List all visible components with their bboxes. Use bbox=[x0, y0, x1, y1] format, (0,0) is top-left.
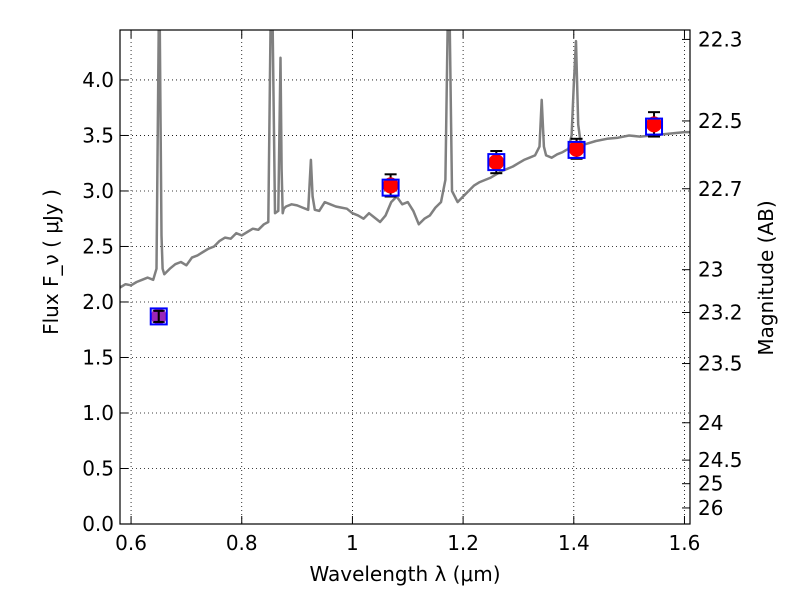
magnitude-tick-label: 25 bbox=[698, 472, 723, 496]
x-tick-label: 0.6 bbox=[115, 531, 147, 555]
magnitude-tick-label: 23.2 bbox=[698, 300, 743, 324]
axis-ticks: 0.6 0.8 1 1.2 1.4 1.6 0.0 0.5 1.0 1.5 2.0 2.5 3.0 3.5… bbox=[82, 27, 742, 555]
y-tick-label: 0.5 bbox=[82, 456, 114, 480]
magnitude-tick-label: 24 bbox=[698, 411, 723, 435]
x-axis-title: Wavelength λ (μm) bbox=[309, 562, 500, 586]
model-photometry-square bbox=[487, 153, 506, 172]
magnitude-tick-label: 22.7 bbox=[698, 177, 743, 201]
model-photometry-square bbox=[645, 117, 664, 136]
y-tick-label: 4.0 bbox=[82, 68, 114, 92]
x-tick-label: 1.2 bbox=[447, 531, 479, 555]
observed-point bbox=[568, 140, 585, 157]
observed-point bbox=[646, 116, 663, 133]
x-tick-label: 0.8 bbox=[226, 531, 258, 555]
magnitude-tick-label: 26 bbox=[698, 496, 723, 520]
observed-point bbox=[488, 154, 505, 171]
x-tick-label: 1.6 bbox=[669, 531, 701, 555]
observed-point bbox=[382, 177, 399, 194]
magnitude-tick-label: 23.5 bbox=[698, 352, 743, 376]
y-tick-label: 1.0 bbox=[82, 401, 114, 425]
y-tick-label: 3.0 bbox=[82, 179, 114, 203]
x-tick-label: 1.4 bbox=[558, 531, 590, 555]
plot-area bbox=[120, 30, 690, 326]
model-photometry-square bbox=[149, 307, 168, 326]
y-tick-label: 1.5 bbox=[82, 345, 114, 369]
magnitude-tick-label: 23 bbox=[698, 258, 723, 282]
model-spectrum-line bbox=[120, 30, 690, 289]
model-photometry-square bbox=[381, 178, 400, 197]
y-tick-label: 3.5 bbox=[82, 123, 114, 147]
magnitude-tick-label: 22.3 bbox=[698, 27, 743, 51]
y-tick-label: 2.5 bbox=[82, 234, 114, 258]
x-tick-label: 1 bbox=[346, 531, 359, 555]
axes-frame bbox=[119, 29, 691, 525]
y-tick-label: 0.0 bbox=[82, 512, 114, 536]
y-axis-title: Flux F_ν ( μJy ) bbox=[39, 189, 63, 335]
magnitude-tick-label: 24.5 bbox=[698, 448, 743, 472]
magnitude-tick-label: 22.5 bbox=[698, 109, 743, 133]
model-photometry-square bbox=[567, 140, 586, 159]
magnitude-axis-title: Magnitude (AB) bbox=[754, 200, 778, 355]
y-tick-label: 2.0 bbox=[82, 290, 114, 314]
